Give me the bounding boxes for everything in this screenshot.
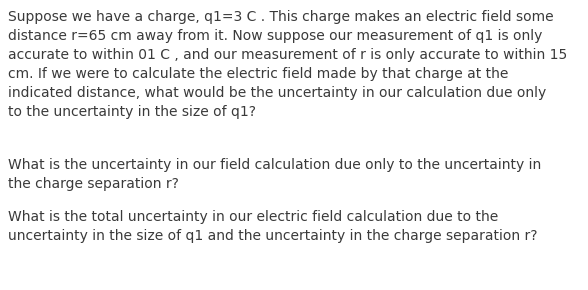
Text: accurate to within 01 C , and our measurement of r is only accurate to within 15: accurate to within 01 C , and our measur… — [8, 48, 567, 62]
Text: to the uncertainty in the size of q1?: to the uncertainty in the size of q1? — [8, 105, 256, 119]
Text: distance r=65 cm away from it. Now suppose our measurement of q1 is only: distance r=65 cm away from it. Now suppo… — [8, 29, 542, 43]
Text: What is the total uncertainty in our electric field calculation due to the: What is the total uncertainty in our ele… — [8, 210, 498, 224]
Text: What is the uncertainty in our field calculation due only to the uncertainty in: What is the uncertainty in our field cal… — [8, 158, 541, 172]
Text: indicated distance, what would be the uncertainty in our calculation due only: indicated distance, what would be the un… — [8, 86, 546, 100]
Text: Suppose we have a charge, q1=3 C . This charge makes an electric field some: Suppose we have a charge, q1=3 C . This … — [8, 10, 554, 24]
Text: cm. If we were to calculate the electric field made by that charge at the: cm. If we were to calculate the electric… — [8, 67, 509, 81]
Text: uncertainty in the size of q1 and the uncertainty in the charge separation r?: uncertainty in the size of q1 and the un… — [8, 229, 537, 243]
Text: the charge separation r?: the charge separation r? — [8, 177, 179, 191]
